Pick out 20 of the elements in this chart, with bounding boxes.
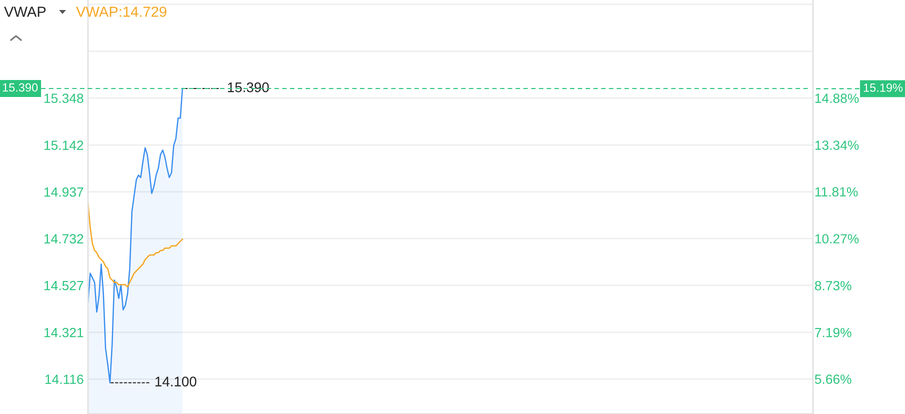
y-tick-label: 14.116 bbox=[45, 374, 84, 384]
ref-line-label: 15.19% bbox=[864, 83, 903, 92]
text: VWAP:14.729 bbox=[76, 6, 166, 17]
annotation: 14.100 bbox=[155, 376, 196, 386]
y-tick-label: 14.732 bbox=[44, 234, 84, 244]
ref-line-label: 15.390 bbox=[2, 83, 38, 92]
y2-tick-label: 7.19% bbox=[815, 328, 852, 338]
y-tick-label: 14.527 bbox=[44, 280, 84, 290]
y2-tick-label: 8.73% bbox=[814, 281, 852, 290]
y-tick-label: 15.142 bbox=[44, 140, 84, 150]
y2-tick-label: 13.34% bbox=[815, 140, 859, 150]
y-tick-label: 14.937 bbox=[44, 187, 84, 197]
y-tick-label: 15.348 bbox=[44, 94, 84, 103]
y2-tick-label: 11.81% bbox=[815, 187, 858, 197]
annotation: 15.390 bbox=[228, 82, 269, 92]
y2-tick-label: 5.66% bbox=[814, 374, 852, 384]
y-tick-label: 14.321 bbox=[44, 328, 84, 338]
y2-tick-label: 14.88% bbox=[815, 94, 859, 104]
chart-title: VWAP bbox=[4, 6, 46, 17]
y2-tick-label: 10.27% bbox=[815, 234, 859, 244]
